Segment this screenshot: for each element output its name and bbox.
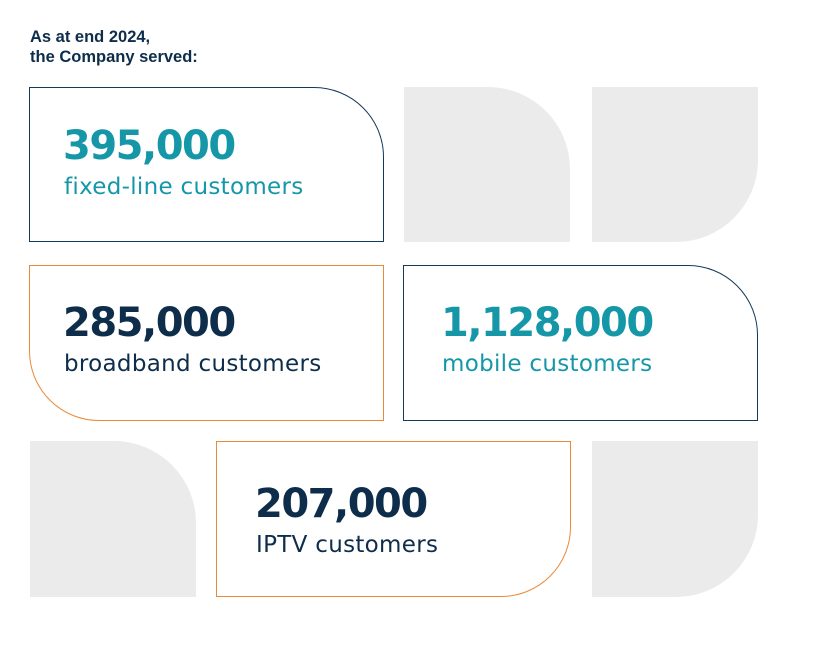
intro-heading-line-2: the Company served:: [30, 48, 198, 66]
stat-value-fixed-line: 395,000: [63, 123, 236, 169]
intro-heading: As at end 2024, the Company served:: [30, 27, 198, 67]
stat-label-broadband: broadband customers: [64, 351, 322, 377]
stat-card-broadband: 285,000 broadband customers: [29, 265, 384, 421]
stat-card-fixed-line: 395,000 fixed-line customers: [29, 87, 384, 242]
stat-label-fixed-line: fixed-line customers: [64, 174, 304, 200]
decorative-tile-bottom-right: [592, 441, 758, 597]
stat-card-iptv: 207,000 IPTV customers: [216, 441, 571, 597]
stat-value-mobile: 1,128,000: [441, 300, 654, 346]
intro-heading-line-1: As at end 2024,: [30, 28, 151, 46]
stat-value-broadband: 285,000: [63, 300, 236, 346]
decorative-tile-bottom-left: [30, 441, 196, 597]
decorative-tile-top-middle: [404, 87, 570, 242]
decorative-tile-top-right: [592, 87, 758, 242]
stat-value-iptv: 207,000: [255, 481, 428, 527]
stat-label-mobile: mobile customers: [442, 351, 653, 377]
stat-label-iptv: IPTV customers: [256, 532, 439, 558]
stat-card-mobile: 1,128,000 mobile customers: [403, 265, 758, 421]
